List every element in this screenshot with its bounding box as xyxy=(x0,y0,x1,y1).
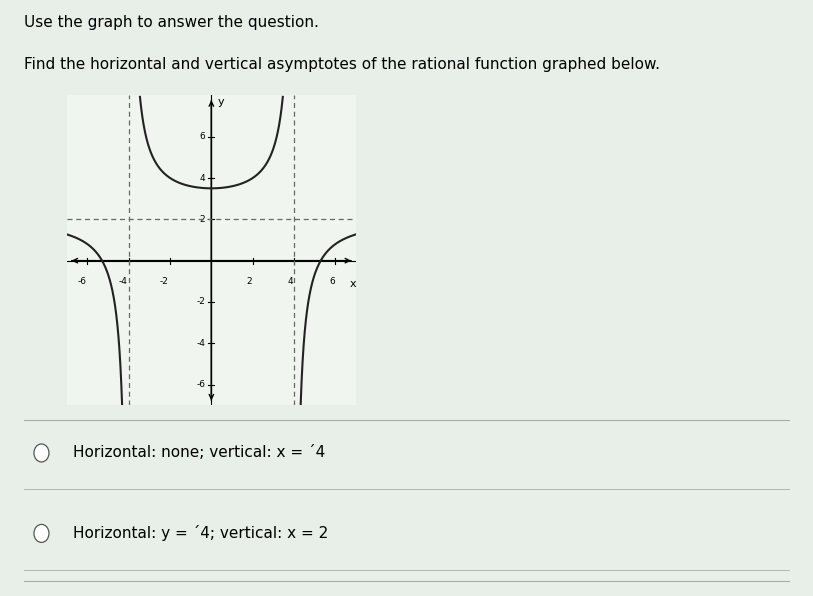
Circle shape xyxy=(34,524,49,542)
Text: 2: 2 xyxy=(199,215,205,224)
Text: -6: -6 xyxy=(196,380,205,389)
Text: Horizontal: none; vertical: x = ´4: Horizontal: none; vertical: x = ´4 xyxy=(73,445,325,461)
Text: y: y xyxy=(218,97,224,107)
Text: 6: 6 xyxy=(199,132,205,141)
Text: -2: -2 xyxy=(159,277,168,286)
Text: Use the graph to answer the question.: Use the graph to answer the question. xyxy=(24,15,320,30)
Text: -4: -4 xyxy=(119,277,128,286)
Text: Horizontal: y = ´4; vertical: x = 2: Horizontal: y = ´4; vertical: x = 2 xyxy=(73,526,328,541)
Circle shape xyxy=(34,444,49,462)
Text: 4: 4 xyxy=(199,173,205,182)
Text: x: x xyxy=(350,280,356,289)
Text: -2: -2 xyxy=(196,297,205,306)
Text: 6: 6 xyxy=(329,277,335,286)
Text: 2: 2 xyxy=(246,277,252,286)
Text: -4: -4 xyxy=(196,339,205,348)
Text: Find the horizontal and vertical asymptotes of the rational function graphed bel: Find the horizontal and vertical asympto… xyxy=(24,57,660,72)
Text: 4: 4 xyxy=(288,277,293,286)
Text: -6: -6 xyxy=(77,277,86,286)
